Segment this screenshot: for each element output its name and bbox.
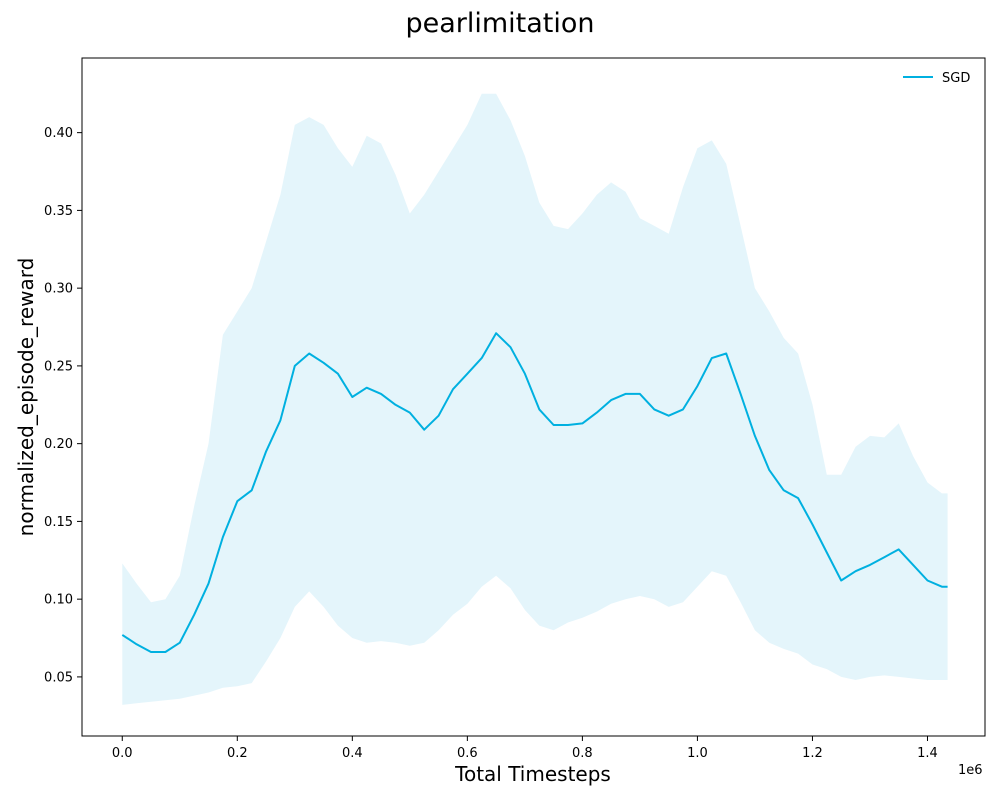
legend: SGD [903, 71, 970, 86]
legend-label-sgd: SGD [942, 71, 970, 86]
chart-title: pearlimitation [405, 8, 594, 39]
y-tick-label: 0.30 [44, 282, 73, 297]
plot-frame [81, 57, 986, 737]
x-tick-label: 0.6 [457, 746, 478, 761]
y-tick-label: 0.20 [44, 437, 73, 452]
series-line-sgd [121, 332, 948, 653]
x-tick-label: 1.4 [917, 746, 938, 761]
y-axis-label: normalized_episode_reward [14, 258, 38, 537]
x-tick-label: 1.0 [687, 746, 708, 761]
x-tick-label: 0.0 [112, 746, 133, 761]
y-tick-label: 0.15 [44, 515, 73, 530]
x-offset-label: 1e6 [958, 763, 983, 778]
y-tick-label: 0.35 [44, 204, 73, 219]
y-tick-label: 0.05 [44, 670, 73, 685]
y-tick-label: 0.10 [44, 593, 73, 608]
x-tick-label: 0.2 [227, 746, 248, 761]
y-tick-label: 0.25 [44, 359, 73, 374]
y-tick-label: 0.40 [44, 126, 73, 141]
x-tick-label: 0.8 [572, 746, 593, 761]
x-tick-label: 1.2 [802, 746, 823, 761]
x-tick-label: 0.4 [342, 746, 363, 761]
x-axis-label: Total Timesteps [454, 762, 611, 786]
